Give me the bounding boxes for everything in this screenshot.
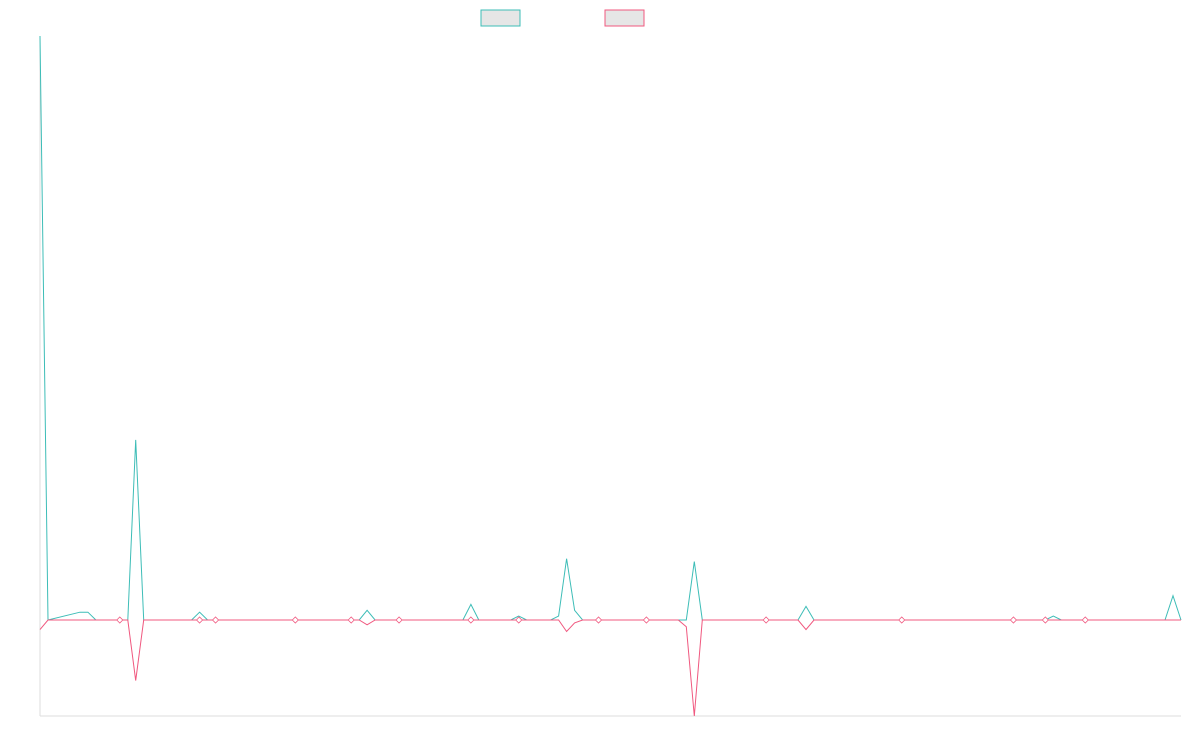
baseline-marker: [642, 616, 650, 624]
baseline-marker: [116, 616, 124, 624]
legend: [480, 9, 645, 27]
baseline-marker: [291, 616, 299, 624]
baseline-marker: [1041, 616, 1049, 624]
series-line-1: [39, 35, 1182, 621]
baseline-marker: [898, 616, 906, 624]
baseline-marker: [515, 616, 523, 624]
legend-swatch-2[interactable]: [604, 9, 645, 27]
series-line-2: [39, 619, 1181, 717]
baseline-marker: [1081, 616, 1089, 624]
baseline-marker: [1009, 616, 1018, 624]
series-layer: [39, 35, 1182, 717]
baseline-marker: [347, 616, 355, 624]
baseline-marker: [467, 616, 475, 624]
baseline-marker: [395, 616, 403, 624]
baseline-marker: [196, 616, 204, 624]
baseline-marker: [762, 616, 770, 624]
baseline-marker: [594, 616, 603, 624]
axes: [39, 36, 1181, 717]
baseline-marker: [211, 616, 220, 624]
legend-swatch-1[interactable]: [480, 9, 521, 27]
